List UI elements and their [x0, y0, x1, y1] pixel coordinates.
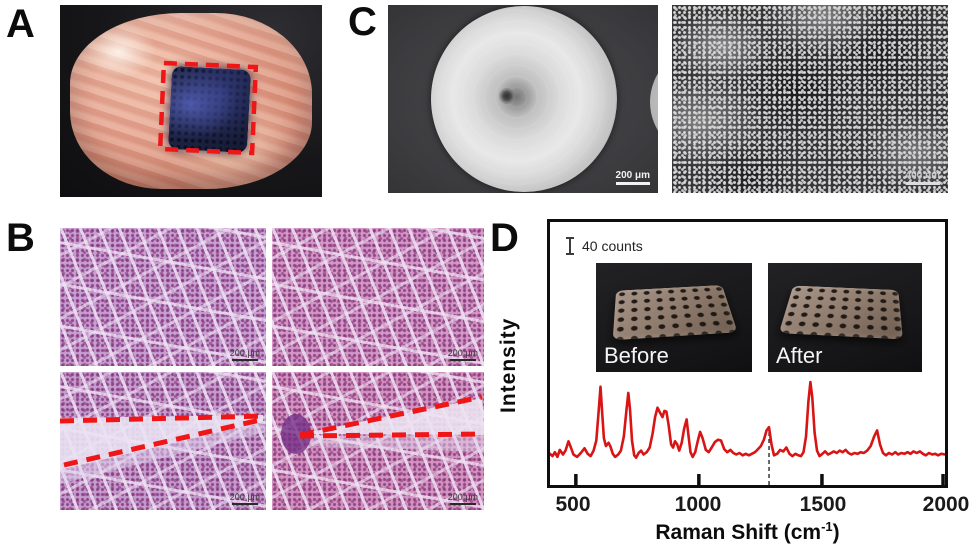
panel-a-label: A [6, 4, 35, 44]
panel-b-label: B [6, 218, 35, 258]
scale-bar-label: 200 μm [616, 170, 650, 181]
scale-bar-line [450, 503, 476, 505]
dashed-outline-annotation [60, 5, 322, 197]
scale-bar: 200 μm [230, 349, 260, 361]
inset-after-label: After [776, 343, 822, 369]
inset-before-label: Before [604, 343, 669, 369]
scale-bar: 200 μm [448, 349, 478, 361]
scale-bar: 200 μm [616, 170, 650, 185]
ibeam-scale-icon [565, 237, 575, 255]
panel-c-sem-microneedle: 200 μm [388, 5, 658, 193]
x-tick-2000: 2000 [923, 493, 970, 517]
microneedle-tip-sem [431, 6, 617, 192]
counts-label: 40 counts [582, 238, 643, 254]
spectrum-line [550, 382, 945, 458]
x-tick-500: 500 [555, 493, 590, 517]
needle-channel-annotation [272, 372, 484, 510]
scale-bar: 200 μm [230, 493, 260, 505]
scale-bar-line [232, 503, 258, 505]
panel-a-photo [60, 5, 322, 197]
x-tick-1500: 1500 [800, 493, 847, 517]
scale-bar-line [906, 182, 940, 185]
needle-channel-annotation [60, 372, 266, 510]
figure: A C 200 μm 400 nm B 200 μm 200 μm [0, 0, 970, 551]
inset-photo-after: After [768, 263, 922, 372]
scale-bar-label: 200 μm [448, 493, 478, 502]
x-tick-1000: 1000 [675, 493, 722, 517]
microneedle-apex [499, 88, 515, 104]
histology-image-top-left: 200 μm [60, 228, 266, 366]
intensity-scale-marker: 40 counts [565, 237, 643, 255]
scale-bar-line [232, 359, 258, 361]
scale-bar-label: 200 μm [230, 349, 260, 358]
panel-d-label: D [490, 218, 519, 258]
scale-bar: 200 μm [448, 493, 478, 505]
y-axis-label: Intensity [497, 300, 523, 430]
scale-bar: 400 nm [906, 170, 940, 185]
scale-bar-label: 200 μm [230, 493, 260, 502]
inset-photo-before: Before [596, 263, 752, 372]
x-axis-label: Raman Shift (cm-1) [547, 519, 948, 545]
histology-image-top-right: 200 μm [272, 228, 484, 366]
scale-bar-label: 400 nm [906, 170, 940, 181]
histology-image-bottom-right: 200 μm [272, 372, 484, 510]
scale-bar-line [616, 182, 650, 185]
scale-bar-line [450, 359, 476, 361]
adjacent-microneedle-edge [650, 47, 658, 157]
scale-bar-label: 200 μm [448, 349, 478, 358]
microneedle-patch-photo [612, 285, 737, 340]
panel-c-label: C [348, 2, 377, 42]
histology-image-bottom-left: 200 μm [60, 372, 266, 510]
x-ticks [574, 474, 945, 485]
microneedle-patch-photo [779, 285, 903, 339]
panel-c-sem-nanoparticles: 400 nm [672, 5, 948, 193]
